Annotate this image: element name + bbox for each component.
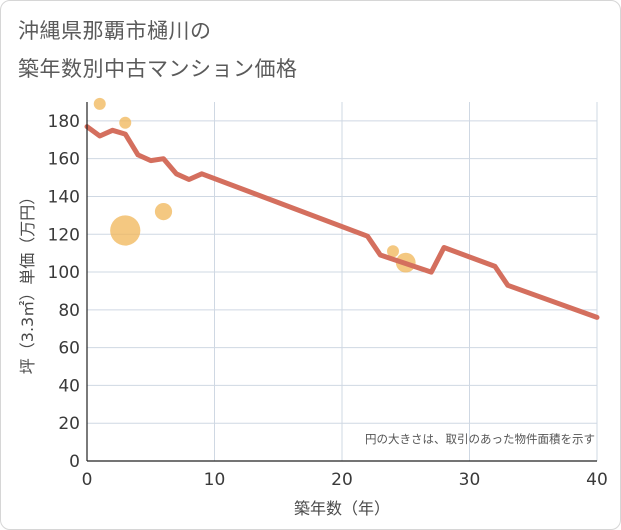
bubble-0 [93, 97, 106, 110]
x-tick-label: 10 [204, 470, 226, 490]
y-tick-label: 160 [48, 150, 80, 170]
bubble-4 [387, 245, 399, 258]
y-tick-label: 40 [58, 376, 80, 396]
y-tick-label: 0 [69, 452, 80, 472]
y-tick-label: 120 [48, 225, 80, 245]
bubble-2 [110, 215, 141, 246]
x-tick-label: 0 [82, 470, 93, 490]
chart-title-line-1: 沖縄県那覇市樋川の [18, 19, 212, 43]
chart-title-line-2: 築年数別中古マンション価格 [18, 57, 298, 81]
bubble-3 [154, 202, 173, 221]
y-tick-label: 60 [58, 339, 80, 359]
grid-lines [87, 102, 598, 461]
y-tick-label: 80 [58, 301, 80, 321]
y-tick-label: 20 [58, 414, 80, 434]
axes [86, 102, 597, 462]
price-line-series [84, 124, 600, 320]
x-tick-label: 30 [459, 470, 481, 490]
x-axis-title: 築年数（年） [294, 499, 390, 518]
x-tick-label: 40 [586, 470, 608, 490]
bubble-series [93, 97, 416, 273]
price-line [84, 124, 600, 320]
bubble-size-note: 円の大きさは、取引のあった物件面積を示す [365, 432, 595, 446]
y-tick-label: 100 [48, 263, 80, 283]
bubble-1 [119, 116, 132, 129]
y-tick-label: 140 [48, 187, 80, 207]
y-tick-label: 180 [48, 112, 80, 132]
tick-labels: 0 20 40 60 80 100 120 140 160 180 0 10 20 30 40 [48, 112, 608, 490]
x-tick-label: 20 [331, 470, 353, 490]
y-axis-title: 坪（3.3㎡）単価（万円） [18, 189, 37, 374]
